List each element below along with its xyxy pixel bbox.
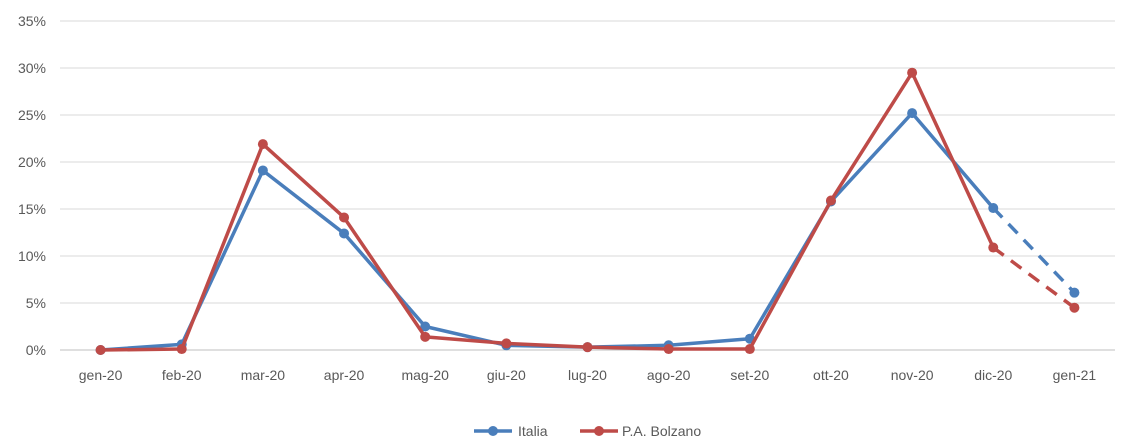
data-point <box>663 344 674 355</box>
data-point <box>582 342 593 353</box>
x-tick-label: lug-20 <box>568 367 607 383</box>
legend-item: P.A. Bolzano <box>580 423 701 439</box>
data-point <box>907 67 918 78</box>
data-point <box>176 344 187 355</box>
x-tick-label: ott-20 <box>813 367 849 383</box>
x-tick-label: apr-20 <box>324 367 365 383</box>
x-tick-label: gen-21 <box>1053 367 1097 383</box>
data-point <box>257 139 268 150</box>
data-point <box>825 195 836 206</box>
x-tick-label: giu-20 <box>487 367 526 383</box>
data-point <box>988 242 999 253</box>
data-point <box>339 228 350 239</box>
series-line <box>100 111 995 352</box>
y-tick-label: 30% <box>18 60 46 76</box>
y-tick-label: 15% <box>18 201 46 217</box>
series-1 <box>95 67 1080 355</box>
x-axis-ticks: gen-20 feb-20 mar-20 apr-20 mag-20 giu-20 lug-… <box>79 367 1097 383</box>
x-tick-label: set-20 <box>730 367 769 383</box>
y-tick-label: 20% <box>18 154 46 170</box>
legend-item: Italia <box>474 423 548 439</box>
data-point <box>95 345 106 355</box>
series-0 <box>95 108 1080 355</box>
y-tick-label: 5% <box>26 295 46 311</box>
data-point <box>339 212 350 223</box>
data-point <box>988 203 999 214</box>
data-point <box>420 331 431 342</box>
legend-marker <box>488 426 498 436</box>
x-tick-label: feb-20 <box>162 367 202 383</box>
series-line-dashed <box>992 246 1076 310</box>
y-axis-ticks: 0% 5% 10% 15% 20% 25% 30% 35% <box>18 13 46 358</box>
series-line <box>100 70 995 352</box>
data-point <box>501 338 512 349</box>
gridlines <box>60 20 1115 351</box>
x-tick-label: mar-20 <box>241 367 286 383</box>
legend: Italia P.A. Bolzano <box>474 423 701 439</box>
x-tick-label: ago-20 <box>647 367 691 383</box>
data-point <box>257 165 268 176</box>
x-tick-label: dic-20 <box>974 367 1012 383</box>
data-point <box>907 108 918 119</box>
data-point <box>1069 302 1080 313</box>
data-point <box>744 344 755 355</box>
y-tick-label: 25% <box>18 107 46 123</box>
series-lines <box>95 67 1080 355</box>
legend-label: P.A. Bolzano <box>622 423 701 439</box>
y-tick-label: 0% <box>26 342 46 358</box>
legend-label: Italia <box>518 423 548 439</box>
data-point <box>420 321 431 332</box>
legend-marker <box>594 426 604 436</box>
y-tick-label: 10% <box>18 248 46 264</box>
x-tick-label: nov-20 <box>891 367 934 383</box>
series-line-dashed <box>992 206 1076 294</box>
x-tick-label: gen-20 <box>79 367 123 383</box>
x-tick-label: mag-20 <box>401 367 449 383</box>
data-point <box>1069 287 1080 298</box>
y-tick-label: 35% <box>18 13 46 29</box>
